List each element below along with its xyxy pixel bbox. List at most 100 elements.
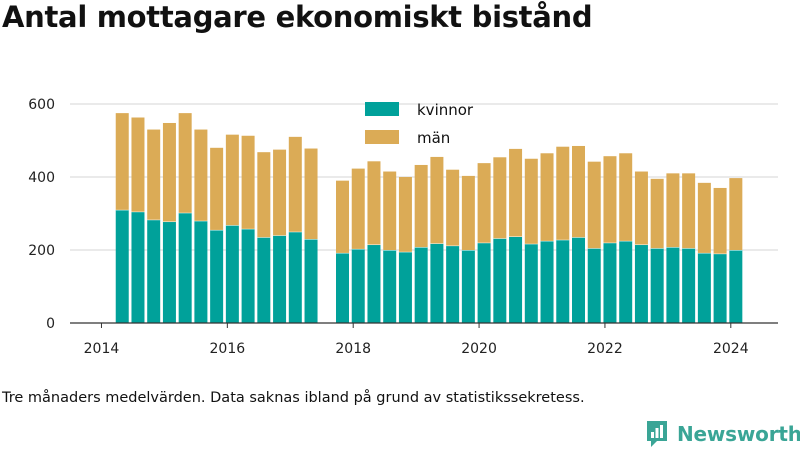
bar-man bbox=[572, 145, 586, 238]
brand-logo[interactable]: Newsworthy bbox=[645, 419, 800, 449]
bar-kvinnor bbox=[367, 244, 381, 323]
legend-swatch-kvinnor bbox=[365, 102, 399, 116]
bar-man bbox=[304, 148, 318, 240]
bar-kvinnor bbox=[257, 237, 271, 323]
bar-man bbox=[446, 169, 460, 246]
bar-kvinnor bbox=[682, 248, 696, 323]
bar-man bbox=[367, 161, 381, 245]
bar-man bbox=[682, 173, 696, 249]
bar-kvinnor bbox=[713, 253, 727, 323]
x-tick-label: 2018 bbox=[335, 341, 371, 357]
legend: kvinnor män bbox=[365, 101, 474, 147]
bar-kvinnor bbox=[147, 219, 161, 323]
footnote: Tre månaders medelvärden. Data saknas ib… bbox=[2, 390, 585, 406]
bar-man bbox=[336, 180, 350, 253]
bar-kvinnor bbox=[414, 247, 428, 323]
bar-kvinnor bbox=[572, 237, 586, 323]
bar-man bbox=[540, 153, 554, 241]
bar-man bbox=[556, 146, 570, 240]
bar-kvinnor bbox=[729, 250, 743, 323]
bar-kvinnor bbox=[666, 247, 680, 323]
bar-kvinnor bbox=[288, 231, 302, 323]
bar-man bbox=[115, 113, 129, 210]
bar-man bbox=[524, 158, 538, 244]
chart-title: Antal mottagare ekonomiskt bistånd bbox=[2, 0, 593, 34]
bar-man bbox=[210, 147, 224, 230]
bar-man bbox=[225, 134, 239, 226]
bar-kvinnor bbox=[446, 245, 460, 323]
bar-man bbox=[288, 136, 302, 232]
bar-man bbox=[131, 117, 145, 212]
bar-kvinnor bbox=[524, 243, 538, 323]
bar-kvinnor bbox=[650, 248, 664, 323]
x-tick-label: 2022 bbox=[587, 341, 623, 357]
bar-kvinnor bbox=[477, 242, 491, 323]
bar-man bbox=[697, 182, 711, 253]
bar-kvinnor bbox=[115, 209, 129, 323]
bar-kvinnor bbox=[603, 242, 617, 323]
bar-man bbox=[178, 113, 192, 213]
bar-kvinnor bbox=[556, 239, 570, 323]
bar-man bbox=[509, 148, 523, 237]
y-tick-label: 200 bbox=[28, 243, 55, 259]
x-tick-label: 2020 bbox=[461, 341, 497, 357]
bar-kvinnor bbox=[430, 243, 444, 323]
bar-man bbox=[430, 156, 444, 244]
bar-kvinnor bbox=[225, 225, 239, 323]
bar-man bbox=[194, 129, 208, 221]
bar-kvinnor bbox=[509, 236, 523, 323]
bar-man bbox=[241, 135, 255, 229]
bar-man bbox=[713, 187, 727, 254]
brand-name: Newsworthy bbox=[677, 422, 800, 446]
bar-man bbox=[273, 149, 287, 236]
bar-kvinnor bbox=[351, 248, 365, 323]
x-tick-label: 2016 bbox=[210, 341, 246, 357]
bar-man bbox=[147, 129, 161, 220]
bar-kvinnor bbox=[273, 235, 287, 323]
bar-kvinnor bbox=[336, 252, 350, 323]
legend-label-kvinnor: kvinnor bbox=[417, 101, 474, 119]
bar-man bbox=[587, 161, 601, 249]
bar-man bbox=[162, 122, 176, 222]
bar-man bbox=[477, 163, 491, 243]
bar-kvinnor bbox=[194, 220, 208, 323]
bar-man bbox=[619, 153, 633, 241]
legend-label-man: män bbox=[417, 129, 450, 147]
bar-man bbox=[257, 152, 271, 238]
bar-kvinnor bbox=[162, 221, 176, 323]
bar-kvinnor bbox=[178, 212, 192, 323]
bar-kvinnor bbox=[634, 244, 648, 323]
bar-man bbox=[493, 157, 507, 239]
newsworthy-logo-icon bbox=[647, 421, 667, 447]
bar-kvinnor bbox=[383, 250, 397, 323]
legend-swatch-man bbox=[365, 130, 399, 144]
x-tick-label: 2024 bbox=[713, 341, 749, 357]
y-tick-label: 0 bbox=[46, 316, 55, 332]
bar-man bbox=[398, 177, 412, 252]
x-tick-label: 2014 bbox=[84, 341, 120, 357]
bar-man bbox=[414, 164, 428, 248]
bar-kvinnor bbox=[461, 250, 475, 323]
bar-kvinnor bbox=[241, 228, 255, 323]
bar-kvinnor bbox=[398, 251, 412, 323]
bar-man bbox=[650, 178, 664, 249]
bar-man bbox=[383, 171, 397, 250]
bar-kvinnor bbox=[697, 252, 711, 323]
bar-man bbox=[634, 171, 648, 245]
bars bbox=[115, 113, 743, 323]
bar-kvinnor bbox=[587, 248, 601, 323]
bar-man bbox=[461, 175, 475, 250]
bar-man bbox=[603, 156, 617, 243]
y-tick-label: 600 bbox=[28, 97, 55, 113]
bar-man bbox=[666, 173, 680, 248]
bar-kvinnor bbox=[131, 211, 145, 323]
bar-kvinnor bbox=[304, 239, 318, 323]
bar-man bbox=[729, 178, 743, 250]
bar-kvinnor bbox=[540, 240, 554, 323]
bar-kvinnor bbox=[619, 240, 633, 323]
bar-kvinnor bbox=[210, 229, 224, 323]
y-axis-ticks: 0 200 400 600 bbox=[28, 97, 55, 332]
y-tick-label: 400 bbox=[28, 170, 55, 186]
bar-man bbox=[351, 168, 365, 249]
